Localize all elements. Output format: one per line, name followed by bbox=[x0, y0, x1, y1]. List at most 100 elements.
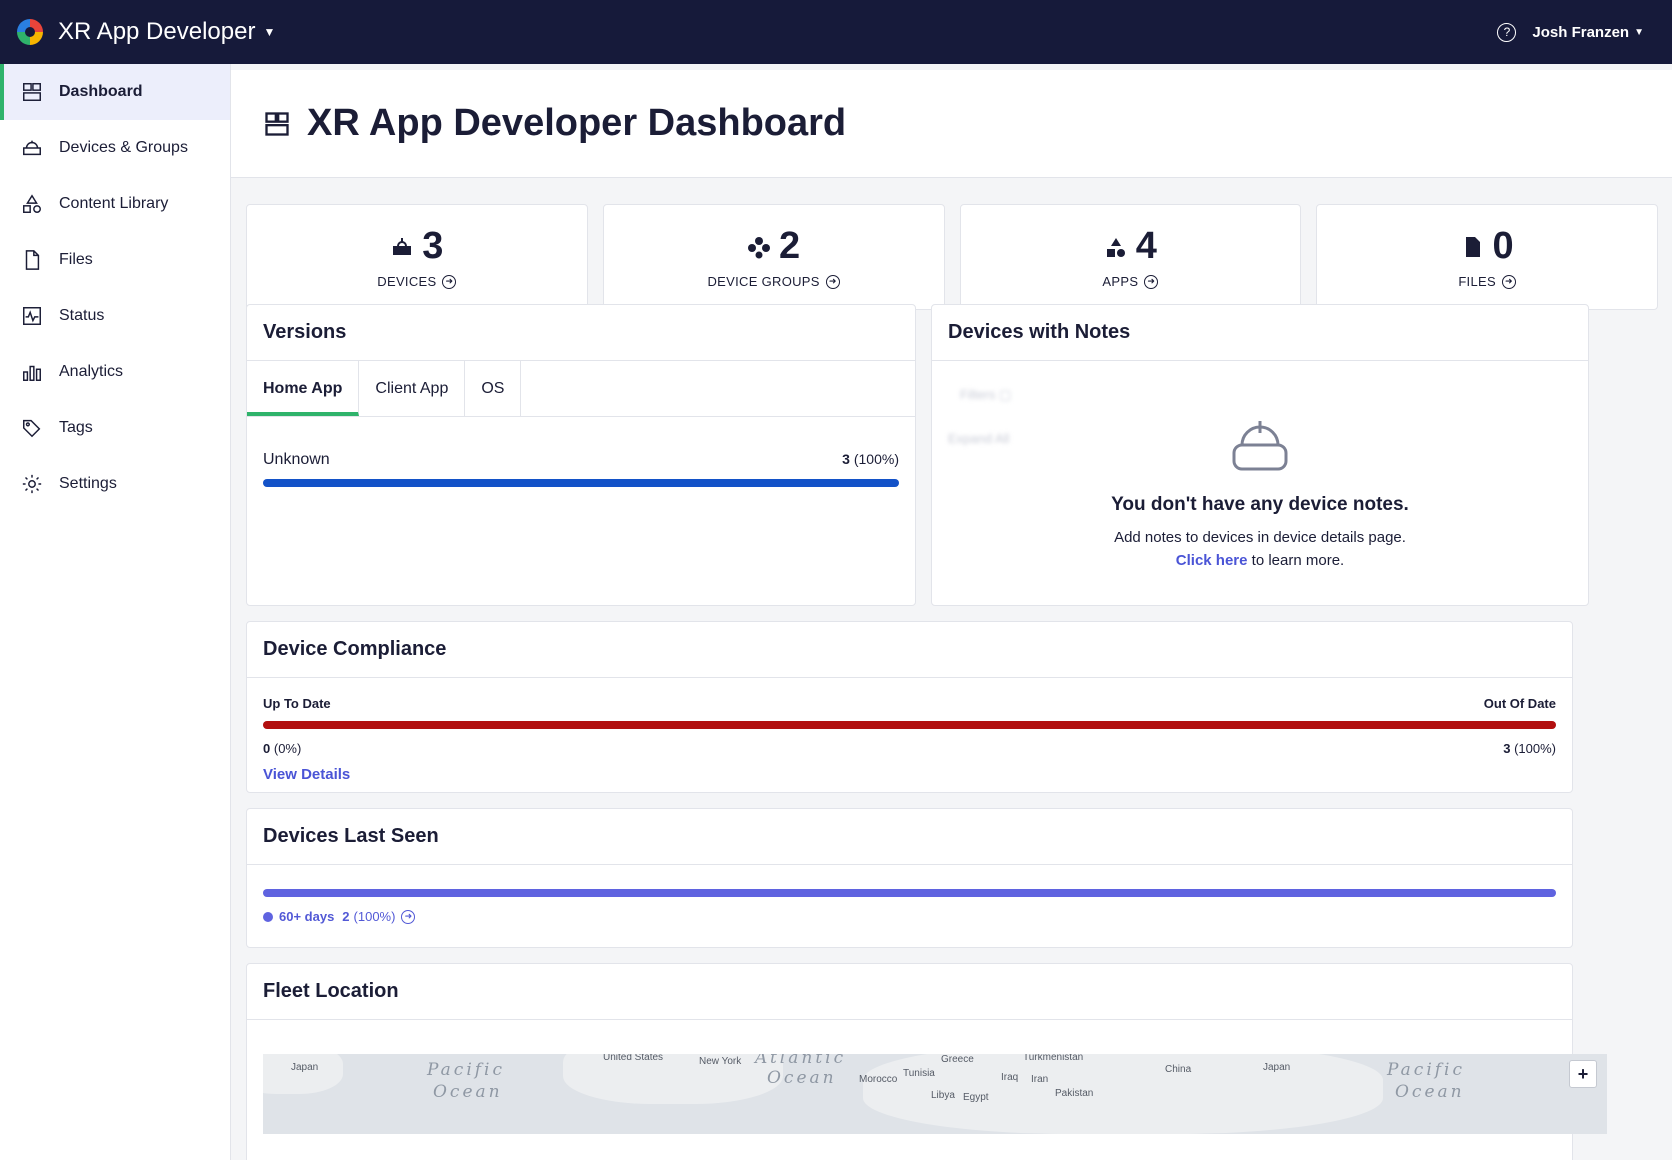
last-seen-count: 2 bbox=[342, 909, 350, 924]
bar-chart-icon bbox=[20, 360, 44, 384]
stat-label: DEVICE GROUPS bbox=[707, 274, 820, 289]
stat-label: APPS bbox=[1102, 274, 1139, 289]
learn-more-link[interactable]: Click here bbox=[1175, 552, 1248, 569]
help-icon[interactable]: ? bbox=[1497, 22, 1517, 42]
map-place-label: Morocco bbox=[859, 1074, 898, 1085]
map-place-label: Japan bbox=[1263, 1062, 1291, 1073]
ocean-label: Atlantic bbox=[755, 1054, 847, 1068]
arrow-right-circle-icon: ➜ bbox=[1144, 274, 1159, 289]
stat-devices[interactable]: 3 DEVICES ➜ bbox=[246, 204, 588, 310]
last-seen-bucket: 60+ days bbox=[279, 909, 335, 924]
user-menu[interactable]: Josh Franzen ▼ bbox=[1532, 24, 1644, 41]
ghost-filters: Filters ▢ bbox=[960, 387, 1012, 402]
tab-os[interactable]: OS bbox=[465, 361, 522, 416]
ocean-label: Ocean bbox=[767, 1068, 837, 1088]
arrow-right-circle-icon: ➜ bbox=[1501, 274, 1516, 289]
out-of-date-pct: (100%) bbox=[1514, 741, 1556, 756]
device-compliance-card: Device Compliance Up To Date Out Of Date… bbox=[246, 621, 1573, 793]
fleet-map[interactable]: Pacific Ocean Atlantic Ocean Pacific Oce… bbox=[263, 1054, 1607, 1134]
version-label: Unknown bbox=[263, 451, 330, 468]
user-name: Josh Franzen bbox=[1532, 23, 1630, 41]
sidebar-item-content-library[interactable]: Content Library bbox=[0, 176, 230, 232]
last-seen-bar bbox=[263, 889, 1556, 897]
pulse-icon bbox=[20, 304, 44, 328]
map-place-label: Tunisia bbox=[903, 1068, 935, 1079]
out-of-date-label: Out Of Date bbox=[1483, 696, 1556, 711]
stat-apps[interactable]: 4 APPS ➜ bbox=[959, 204, 1302, 310]
map-place-label: Japan bbox=[291, 1062, 319, 1073]
versions-card: Versions Home App Client App OS Unknown … bbox=[246, 304, 916, 606]
tab-home-app[interactable]: Home App bbox=[247, 361, 360, 416]
map-place-label: Pakistan bbox=[1055, 1088, 1094, 1099]
map-place-label: Greece bbox=[941, 1054, 974, 1065]
map-place-label: China bbox=[1165, 1064, 1192, 1075]
map-place-label: Egypt bbox=[963, 1092, 989, 1103]
sidebar-item-analytics[interactable]: Analytics bbox=[0, 344, 230, 400]
map-land bbox=[863, 1054, 1383, 1134]
shapes-icon bbox=[1106, 237, 1125, 257]
gear-icon bbox=[20, 472, 44, 496]
shapes-icon bbox=[20, 192, 44, 216]
sidebar: Dashboard Devices & Groups Content Libra… bbox=[0, 64, 231, 1160]
map-place-label: United States bbox=[603, 1054, 664, 1063]
last-seen-legend[interactable]: 60+ days 2 (100%) ➜ bbox=[247, 909, 1572, 924]
card-title: Versions bbox=[247, 305, 915, 361]
version-bar bbox=[263, 479, 899, 487]
arrow-right-circle-icon: ➜ bbox=[442, 274, 457, 289]
sidebar-item-label: Tags bbox=[59, 419, 93, 436]
headset-icon bbox=[20, 136, 44, 160]
stat-value: 4 bbox=[1135, 225, 1157, 267]
sidebar-item-label: Devices & Groups bbox=[59, 139, 188, 156]
top-bar: XR App Developer ▼ ? Josh Franzen ▼ bbox=[0, 0, 1672, 64]
map-place-label: Turkmenistan bbox=[1023, 1054, 1084, 1063]
sidebar-item-status[interactable]: Status bbox=[0, 288, 230, 344]
file-icon bbox=[20, 248, 44, 272]
empty-state-heading: You don't have any device notes. bbox=[1111, 494, 1409, 515]
app-name: XR App Developer bbox=[58, 18, 256, 45]
sidebar-item-devices-groups[interactable]: Devices & Groups bbox=[0, 120, 230, 176]
version-bar-fill bbox=[263, 479, 899, 487]
view-details-link[interactable]: View Details bbox=[263, 766, 351, 783]
stat-value: 2 bbox=[779, 225, 801, 267]
stat-label: FILES bbox=[1458, 274, 1496, 289]
sidebar-item-files[interactable]: Files bbox=[0, 232, 230, 288]
sidebar-item-label: Analytics bbox=[59, 363, 124, 380]
card-title: Devices Last Seen bbox=[247, 809, 1572, 865]
sidebar-item-tags[interactable]: Tags bbox=[0, 400, 230, 456]
tag-icon bbox=[20, 416, 44, 440]
version-count: 3 bbox=[842, 451, 850, 467]
card-title: Fleet Location bbox=[247, 964, 1572, 1020]
main-content: XR App Developer Dashboard 3 DEVICES ➜ 2 … bbox=[231, 64, 1672, 1160]
arrow-right-circle-icon: ➜ bbox=[825, 274, 840, 289]
file-icon bbox=[1465, 236, 1480, 257]
version-pct: (100%) bbox=[853, 451, 899, 467]
zoom-in-button[interactable]: + bbox=[1569, 1060, 1597, 1088]
last-seen-bar-fill bbox=[263, 889, 1556, 897]
sidebar-item-label: Content Library bbox=[59, 195, 169, 212]
map-land bbox=[263, 1054, 343, 1094]
out-of-date-count: 3 bbox=[1503, 741, 1511, 756]
sidebar-item-dashboard[interactable]: Dashboard bbox=[0, 64, 230, 120]
map-place-label: Iraq bbox=[1001, 1072, 1019, 1083]
page-title: XR App Developer Dashboard bbox=[307, 102, 847, 144]
app-switcher[interactable]: XR App Developer ▼ bbox=[58, 18, 275, 46]
ocean-label: Pacific bbox=[427, 1060, 506, 1080]
sidebar-item-label: Dashboard bbox=[59, 83, 143, 100]
headset-icon bbox=[1232, 421, 1288, 471]
sidebar-item-label: Status bbox=[59, 307, 105, 324]
sidebar-item-settings[interactable]: Settings bbox=[0, 456, 230, 512]
up-to-date-count: 0 bbox=[263, 741, 271, 756]
app-logo-icon[interactable] bbox=[17, 19, 43, 45]
device-notes-card: Devices with Notes Filters ▢ Expand All … bbox=[931, 304, 1589, 606]
map-place-label: Iran bbox=[1031, 1074, 1049, 1085]
device-groups-icon bbox=[748, 236, 771, 258]
learn-more-suffix: to learn more. bbox=[1251, 552, 1345, 569]
stat-files[interactable]: 0 FILES ➜ bbox=[1316, 204, 1658, 310]
fleet-location-card: Fleet Location Pacific Ocean Atlantic Oc… bbox=[246, 963, 1607, 1160]
stat-device-groups[interactable]: 2 DEVICE GROUPS ➜ bbox=[602, 204, 945, 310]
sidebar-item-label: Settings bbox=[59, 475, 117, 492]
stat-value: 3 bbox=[422, 225, 444, 267]
tab-client-app[interactable]: Client App bbox=[359, 361, 466, 416]
ocean-label: Ocean bbox=[1395, 1082, 1465, 1102]
up-to-date-label: Up To Date bbox=[263, 696, 331, 711]
